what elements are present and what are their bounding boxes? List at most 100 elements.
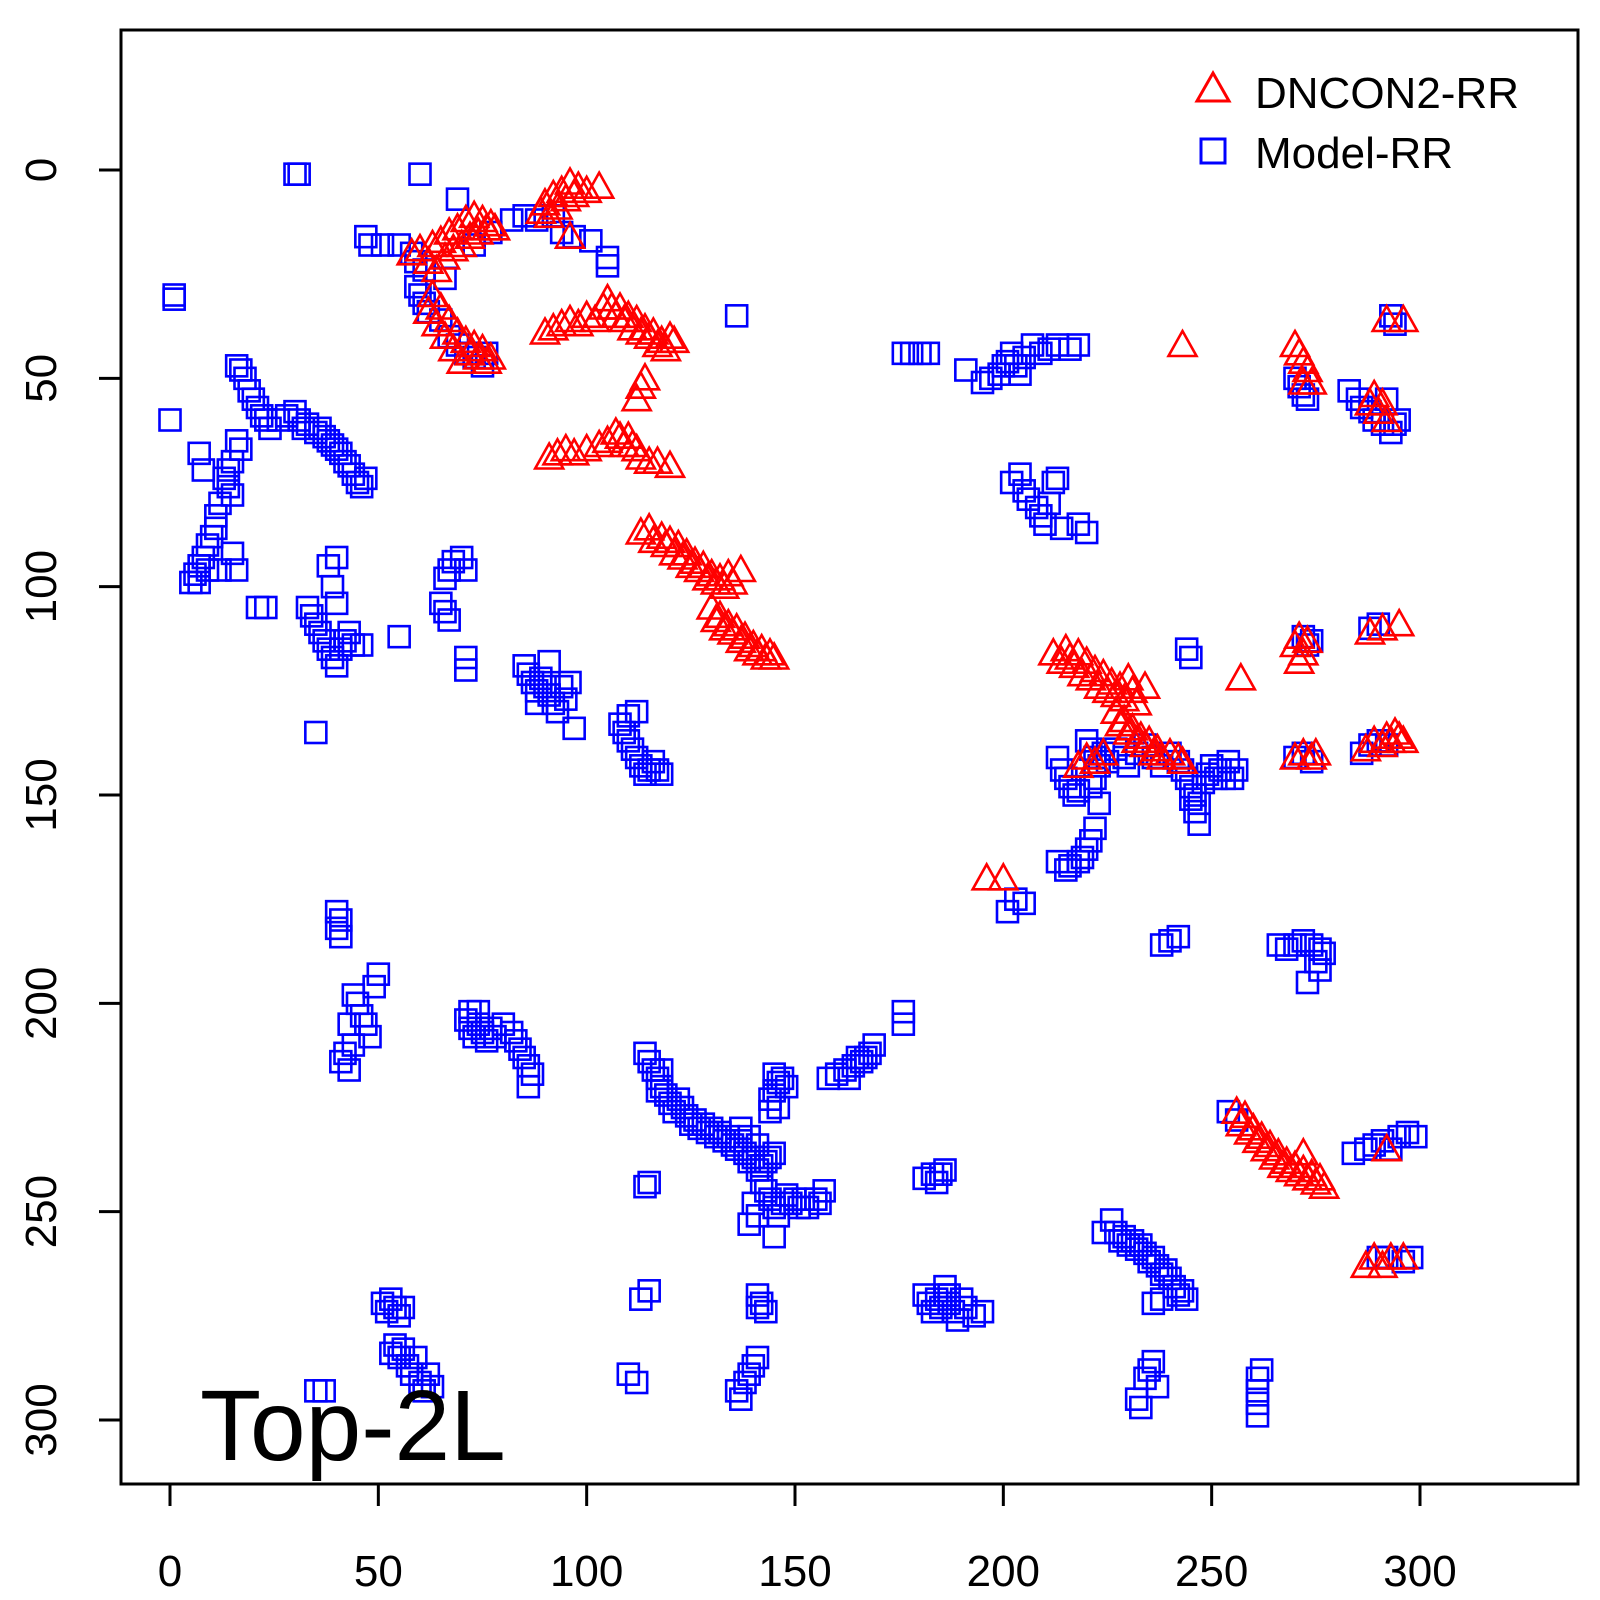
model-rr-point (629, 1287, 653, 1311)
model-rr-point (1245, 1391, 1270, 1416)
model-rr-point (420, 1374, 445, 1399)
model-rr-point (1087, 791, 1111, 816)
model-rr-point (724, 304, 749, 328)
model-rr-point (499, 1020, 524, 1045)
dncon2-rr-point (474, 340, 508, 370)
model-rr-point (549, 674, 574, 699)
model-rr-point (745, 1295, 770, 1320)
model-rr-point (645, 758, 670, 782)
model-rr-point (1054, 766, 1078, 791)
model-rr-point (812, 1179, 836, 1203)
model-rr-point (970, 370, 995, 395)
model-rr-point (1312, 941, 1336, 966)
dncon2-rr-point (1287, 1136, 1320, 1166)
model-rr-point (1129, 1233, 1153, 1257)
model-rr-point (504, 1029, 528, 1053)
dncon2-rr-point (1291, 353, 1324, 383)
model-rr-point (1012, 345, 1036, 370)
model-rr-point (224, 558, 249, 582)
model-rr-point (241, 387, 266, 411)
dncon2-rr-point (537, 311, 570, 341)
model-rr-point (316, 637, 341, 661)
model-rr-point (374, 1299, 399, 1324)
dncon2-rr-point (1387, 303, 1420, 333)
model-rr-point (1066, 779, 1091, 803)
model-rr-point (404, 274, 428, 299)
model-rr-point (454, 645, 478, 670)
model-rr-point (312, 424, 336, 449)
model-rr-point (737, 1362, 761, 1386)
model-rr-point (466, 999, 491, 1024)
series-dncon2-rr (395, 165, 1420, 1279)
dncon2-rr-point (1153, 736, 1187, 766)
dncon2-rr-point (1278, 740, 1312, 770)
model-rr-point (316, 554, 341, 578)
model-rr-point (220, 483, 245, 507)
model-rr-point (516, 1074, 541, 1099)
model-rr-point (1049, 516, 1074, 541)
model-rr-point (1020, 333, 1045, 357)
dncon2-rr-point (1120, 686, 1153, 716)
model-rr-point (1295, 387, 1320, 411)
dncon2-rr-point (1366, 1249, 1399, 1279)
dncon2-rr-point (582, 170, 616, 199)
dncon2-rr-point (1299, 1165, 1333, 1195)
model-rr-point (283, 399, 307, 424)
dncon2-rr-point (1295, 365, 1328, 395)
model-rr-point (633, 762, 657, 786)
dncon2-rr-point (757, 640, 791, 670)
dncon2-rr-point (553, 220, 587, 249)
model-rr-point (383, 1333, 407, 1357)
model-rr-point (1179, 774, 1203, 799)
model-rr-point (954, 358, 978, 382)
dncon2-rr-point (1387, 724, 1420, 754)
model-rr-point (762, 1141, 786, 1166)
model-rr-point (249, 404, 274, 428)
dncon2-rr-point (478, 211, 512, 241)
dncon2-rr-point (528, 315, 562, 345)
model-rr-point (554, 687, 578, 711)
model-rr-point (354, 224, 378, 249)
model-rr-point (354, 466, 378, 491)
dncon2-rr-point (570, 299, 603, 329)
model-rr-point (745, 1345, 770, 1370)
model-rr-point (329, 924, 353, 949)
model-rr-point (1199, 754, 1224, 778)
dncon2-rr-point (624, 440, 658, 470)
dncon2-rr-point (1349, 1249, 1383, 1279)
model-rr-point (1024, 495, 1049, 520)
y-axis: 0 50 100 150 200 250 300 (17, 158, 123, 1457)
model-rr-point (1116, 1233, 1141, 1257)
model-rr-point (329, 441, 353, 466)
model-rr-point (1187, 812, 1211, 836)
model-rr-point (1058, 337, 1082, 361)
model-rr-point (337, 620, 361, 645)
dncon2-rr-point (624, 515, 658, 545)
model-rr-point (616, 729, 641, 753)
model-rr-point (1158, 929, 1182, 953)
x-tick-label: 250 (1175, 1547, 1248, 1596)
model-rr-point (441, 549, 466, 574)
model-rr-point (304, 612, 328, 636)
model-rr-point (1074, 520, 1099, 545)
model-rr-point (1166, 1283, 1191, 1307)
model-rr-point (533, 674, 557, 699)
model-rr-point (729, 1387, 753, 1411)
model-rr-point (254, 595, 278, 620)
series-layer (158, 162, 1428, 1428)
model-rr-point (208, 558, 232, 582)
model-rr-point (658, 1091, 682, 1116)
dncon2-rr-point (591, 424, 624, 454)
model-rr-point (1120, 1229, 1145, 1253)
model-rr-point (849, 1049, 874, 1074)
model-rr-point (329, 1049, 353, 1074)
model-rr-point (1079, 829, 1103, 853)
model-rr-point (891, 1012, 916, 1036)
panel-label: Top-2L (200, 1370, 506, 1482)
model-rr-point (633, 1041, 657, 1066)
model-rr-point (1145, 1374, 1170, 1399)
model-rr-point (366, 962, 391, 986)
model-rr-point (683, 1108, 707, 1132)
model-rr-point (520, 1062, 545, 1086)
dncon2-rr-point (1382, 720, 1416, 749)
